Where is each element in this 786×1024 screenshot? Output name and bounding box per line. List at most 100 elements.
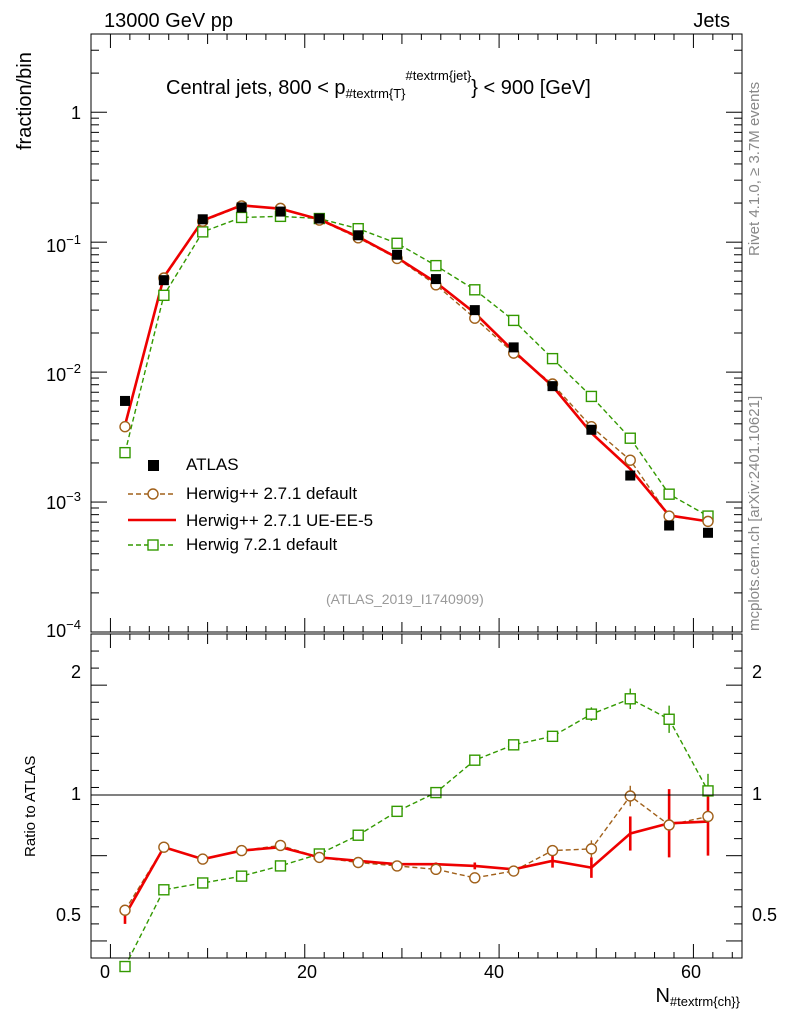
ratio-point-herwig7-default xyxy=(235,870,248,882)
legend-label-herwig7-default: Herwig 7.2.1 default xyxy=(186,535,338,554)
data-point-herwigpp-default xyxy=(119,421,131,433)
ratio-point-herwig7-default xyxy=(507,739,520,751)
observable-label: Jets xyxy=(693,10,730,32)
x-axis-title-main: N xyxy=(655,985,670,1007)
ratio-point-herwig7-default xyxy=(391,805,403,818)
ratio-point-herwigpp-default xyxy=(430,863,442,876)
data-point-herwig7-default xyxy=(663,488,675,500)
legend-markers xyxy=(128,460,176,551)
ratio-point-herwig7-default xyxy=(585,708,598,720)
data-point-atlas xyxy=(586,424,597,435)
lower-frame xyxy=(90,633,743,959)
data-point-atlas xyxy=(353,230,364,241)
ratio-point-herwigpp-default xyxy=(274,839,287,852)
ratio-point-herwig7-default xyxy=(197,877,209,889)
mcplots-label: mcplots.cern.ch [arXiv:2401.10621] xyxy=(746,395,763,631)
ratio-point-herwigpp-default xyxy=(391,860,403,872)
data-point-atlas xyxy=(392,249,403,260)
legend-marker-herwigpp-default xyxy=(147,488,159,500)
ratio-point-herwig7-default xyxy=(352,829,364,841)
beam-energy-label: 13000 GeV pp xyxy=(104,10,233,32)
data-point-herwigpp-default xyxy=(702,515,714,528)
ratio-point-herwig7-default xyxy=(274,860,287,872)
ratio-point-herwigpp-default xyxy=(702,810,714,823)
legend-marker-atlas xyxy=(148,460,159,471)
data-point-herwig7-default xyxy=(235,211,248,224)
upper-y-tick-exponent: −3 xyxy=(66,489,81,504)
data-point-herwig7-default xyxy=(624,432,636,444)
data-point-atlas xyxy=(158,275,169,286)
rivet-version-label: Rivet 4.1.0, ≥ 3.7M events xyxy=(746,81,763,256)
ratio-point-herwigpp-default xyxy=(624,790,636,802)
lower-axis-ticks xyxy=(91,34,742,958)
data-point-herwig7-default xyxy=(430,259,442,272)
data-point-herwig7-default xyxy=(507,314,520,327)
ratio-line-herwigpp-ueee5 xyxy=(123,820,709,917)
x-axis-title: N#textrm{ch}} xyxy=(655,985,740,1009)
lower-y-axis-title: Ratio to ATLAS xyxy=(22,755,39,857)
analysis-tag: (ATLAS_2019_I1740909) xyxy=(326,591,484,607)
ratio-y-tick-label-right: 1 xyxy=(752,784,763,804)
ratio-point-herwigpp-default xyxy=(235,844,248,857)
ratio-point-herwigpp-default xyxy=(352,856,364,869)
data-point-atlas xyxy=(508,342,519,353)
ratio-y-tick-label-right: 2 xyxy=(752,662,763,682)
ratio-y-tick-label: 2 xyxy=(70,662,81,682)
upper-y-tick-exponent: −1 xyxy=(66,232,81,247)
ratio-point-herwigpp-default xyxy=(119,904,131,916)
data-point-atlas xyxy=(275,206,286,217)
data-point-herwig7-default xyxy=(585,390,598,403)
ratio-point-herwig7-default xyxy=(663,713,675,725)
upper-y-axis-title: fraction/bin xyxy=(14,52,36,150)
upper-y-tick-label: 10−4 xyxy=(46,617,81,642)
data-point-atlas xyxy=(430,274,441,285)
upper-y-tick-label: 10−3 xyxy=(46,489,81,514)
x-tick-label: 20 xyxy=(297,962,318,982)
data-point-atlas xyxy=(702,527,713,538)
ratio-point-herwigpp-default xyxy=(469,872,481,884)
ratio-point-herwigpp-default xyxy=(507,865,520,877)
upper-y-tick-label: 1 xyxy=(71,103,81,124)
ratio-y-tick-label: 1 xyxy=(70,784,81,804)
x-tick-label: 60 xyxy=(681,962,702,982)
ratio-point-herwigpp-default xyxy=(663,819,675,831)
data-point-herwig7-default xyxy=(546,352,559,365)
upper-y-tick-base: 1 xyxy=(70,103,81,123)
ratio-point-herwig7-default xyxy=(624,693,636,705)
data-point-atlas xyxy=(547,381,558,392)
ratio-point-herwig7-default xyxy=(158,884,170,896)
ratio-line-herwigpp-default xyxy=(124,795,709,911)
upper-y-tick-base: 10 xyxy=(46,365,67,385)
upper-y-tick-base: 10 xyxy=(46,236,67,256)
series-layer xyxy=(119,200,714,973)
data-point-herwig7-default xyxy=(158,289,170,302)
upper-y-tick-label: 10−1 xyxy=(46,232,81,257)
ratio-point-herwigpp-default xyxy=(546,844,559,857)
legend-label-herwigpp-ueee5: Herwig++ 2.7.1 UE-EE-5 xyxy=(186,511,374,530)
data-point-herwigpp-default xyxy=(624,454,636,466)
ratio-point-herwigpp-default xyxy=(158,841,170,853)
ratio-point-herwig7-default xyxy=(430,786,442,799)
legend-marker-herwig7-default xyxy=(147,539,159,551)
ratio-point-herwig7-default xyxy=(546,730,559,743)
data-point-atlas xyxy=(469,305,480,316)
legend-label-herwigpp-default: Herwig++ 2.7.1 default xyxy=(186,484,358,503)
upper-axis-ticks xyxy=(91,33,742,958)
data-point-herwig7-default xyxy=(469,284,481,296)
ratio-point-herwig7-default xyxy=(702,785,714,797)
legend-label-atlas: ATLAS xyxy=(186,455,239,474)
data-point-atlas xyxy=(197,214,208,225)
data-point-atlas xyxy=(314,213,325,224)
data-point-atlas xyxy=(664,520,675,531)
data-point-atlas xyxy=(625,470,636,481)
title-subscript: #textrm{T} xyxy=(345,86,406,101)
ratio-point-herwigpp-default xyxy=(197,853,209,865)
x-axis-title-sub: #textrm{ch}} xyxy=(669,994,740,1009)
ratio-point-herwig7-default xyxy=(119,960,131,973)
upper-y-tick-exponent: −4 xyxy=(66,617,81,632)
title-suffix: } < 900 [GeV] xyxy=(471,77,591,99)
title-prefix: Central jets, 800 < p xyxy=(166,77,346,99)
ratio-y-tick-label-right: 0.5 xyxy=(752,905,778,925)
x-tick-label: 40 xyxy=(484,962,505,982)
upper-y-tick-label: 10−2 xyxy=(46,361,81,386)
